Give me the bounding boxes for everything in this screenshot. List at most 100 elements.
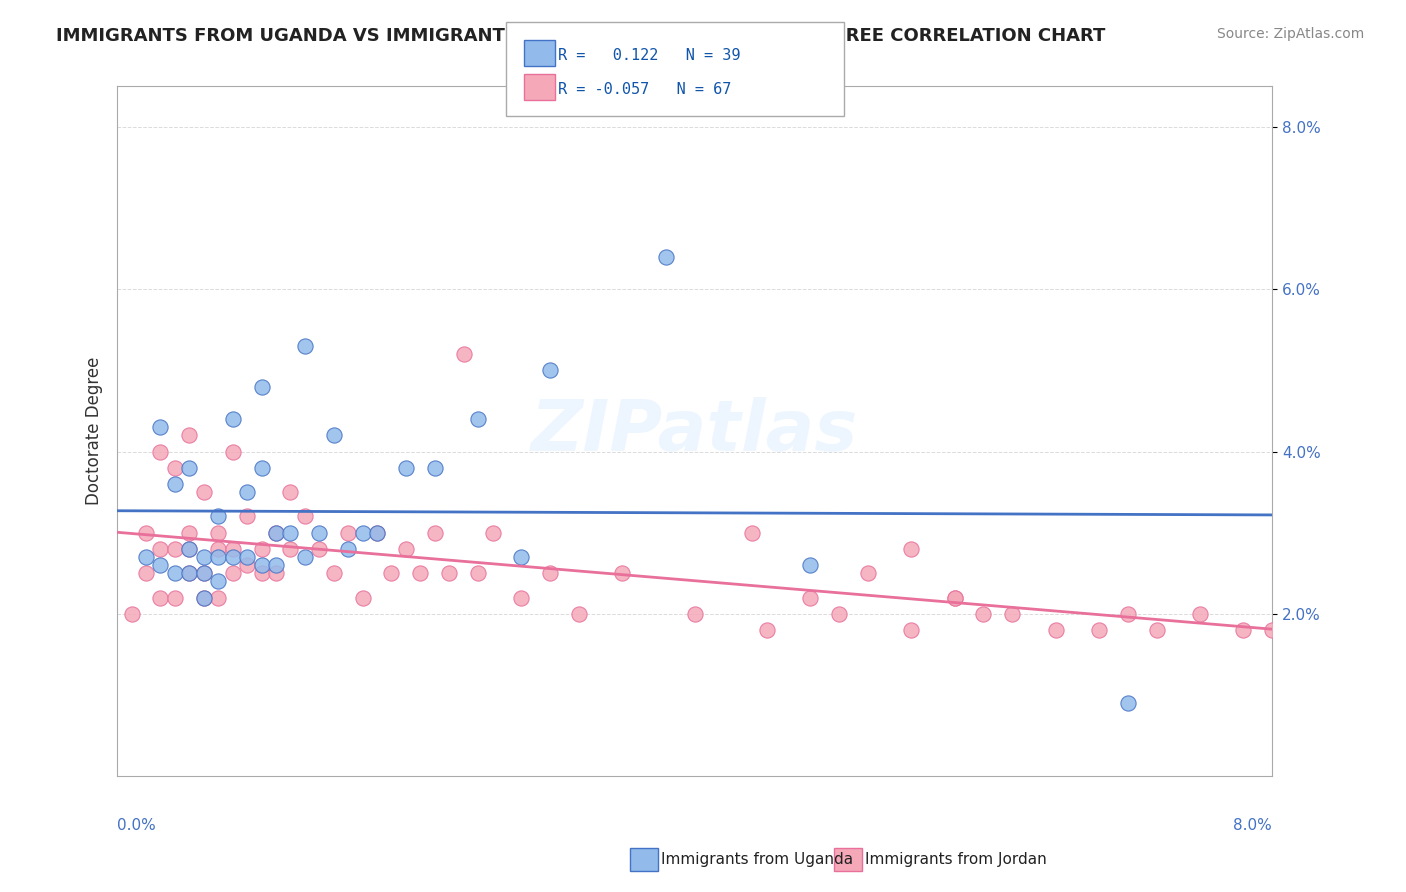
- Point: [236, 485, 259, 500]
- Point: [337, 525, 360, 540]
- Point: [453, 347, 475, 361]
- Text: 0.0%: 0.0%: [117, 818, 156, 832]
- Point: [149, 558, 172, 573]
- Point: [1188, 607, 1211, 621]
- Text: IMMIGRANTS FROM UGANDA VS IMMIGRANTS FROM JORDAN DOCTORATE DEGREE CORRELATION CH: IMMIGRANTS FROM UGANDA VS IMMIGRANTS FRO…: [56, 27, 1105, 45]
- Point: [972, 607, 994, 621]
- Point: [236, 509, 259, 524]
- Point: [207, 591, 229, 605]
- Point: [481, 525, 503, 540]
- Text: Immigrants from Uganda: Immigrants from Uganda: [661, 853, 853, 867]
- Text: Source: ZipAtlas.com: Source: ZipAtlas.com: [1216, 27, 1364, 41]
- Point: [149, 541, 172, 556]
- Point: [683, 607, 706, 621]
- Point: [900, 541, 922, 556]
- Point: [135, 525, 157, 540]
- Point: [294, 339, 316, 353]
- Point: [250, 566, 273, 581]
- Point: [280, 525, 302, 540]
- Point: [409, 566, 432, 581]
- Point: [510, 591, 533, 605]
- Point: [193, 566, 215, 581]
- Text: ZIPatlas: ZIPatlas: [531, 397, 858, 466]
- Point: [121, 607, 143, 621]
- Point: [467, 566, 489, 581]
- Point: [163, 591, 186, 605]
- Point: [264, 558, 287, 573]
- Point: [207, 574, 229, 589]
- Point: [264, 525, 287, 540]
- Point: [352, 591, 374, 605]
- Point: [568, 607, 591, 621]
- Point: [294, 509, 316, 524]
- Point: [149, 420, 172, 434]
- Point: [207, 550, 229, 565]
- Y-axis label: Doctorate Degree: Doctorate Degree: [86, 357, 103, 506]
- Point: [221, 444, 243, 458]
- Point: [221, 550, 243, 565]
- Point: [322, 566, 344, 581]
- Point: [221, 541, 243, 556]
- Point: [135, 550, 157, 565]
- Point: [799, 558, 821, 573]
- Point: [612, 566, 634, 581]
- Point: [163, 477, 186, 491]
- Point: [179, 541, 201, 556]
- Point: [1146, 623, 1168, 637]
- Point: [179, 566, 201, 581]
- Point: [655, 250, 678, 264]
- Point: [943, 591, 966, 605]
- Point: [179, 541, 201, 556]
- Point: [207, 509, 229, 524]
- Point: [280, 485, 302, 500]
- Point: [366, 525, 388, 540]
- Point: [1232, 623, 1254, 637]
- Point: [380, 566, 402, 581]
- Point: [1001, 607, 1024, 621]
- Point: [538, 363, 561, 377]
- Point: [423, 460, 446, 475]
- Point: [193, 550, 215, 565]
- Point: [1045, 623, 1067, 637]
- Point: [1116, 607, 1139, 621]
- Point: [439, 566, 461, 581]
- Point: [149, 444, 172, 458]
- Point: [193, 591, 215, 605]
- Point: [163, 541, 186, 556]
- Point: [294, 550, 316, 565]
- Text: R = -0.057   N = 67: R = -0.057 N = 67: [558, 82, 731, 96]
- Point: [179, 428, 201, 442]
- Point: [799, 591, 821, 605]
- Point: [250, 379, 273, 393]
- Point: [1088, 623, 1111, 637]
- Point: [250, 460, 273, 475]
- Point: [741, 525, 763, 540]
- Point: [280, 541, 302, 556]
- Point: [135, 566, 157, 581]
- Text: Immigrants from Jordan: Immigrants from Jordan: [865, 853, 1046, 867]
- Point: [1261, 623, 1284, 637]
- Point: [149, 591, 172, 605]
- Text: R =   0.122   N = 39: R = 0.122 N = 39: [558, 48, 741, 62]
- Point: [395, 460, 418, 475]
- Point: [337, 541, 360, 556]
- Point: [221, 412, 243, 426]
- Point: [538, 566, 561, 581]
- Point: [828, 607, 851, 621]
- Point: [264, 525, 287, 540]
- Text: 8.0%: 8.0%: [1233, 818, 1272, 832]
- Point: [193, 485, 215, 500]
- Point: [221, 566, 243, 581]
- Point: [163, 566, 186, 581]
- Point: [423, 525, 446, 540]
- Point: [352, 525, 374, 540]
- Point: [856, 566, 879, 581]
- Point: [308, 541, 330, 556]
- Point: [1116, 696, 1139, 710]
- Point: [193, 591, 215, 605]
- Point: [236, 558, 259, 573]
- Point: [179, 525, 201, 540]
- Point: [250, 541, 273, 556]
- Point: [510, 550, 533, 565]
- Point: [308, 525, 330, 540]
